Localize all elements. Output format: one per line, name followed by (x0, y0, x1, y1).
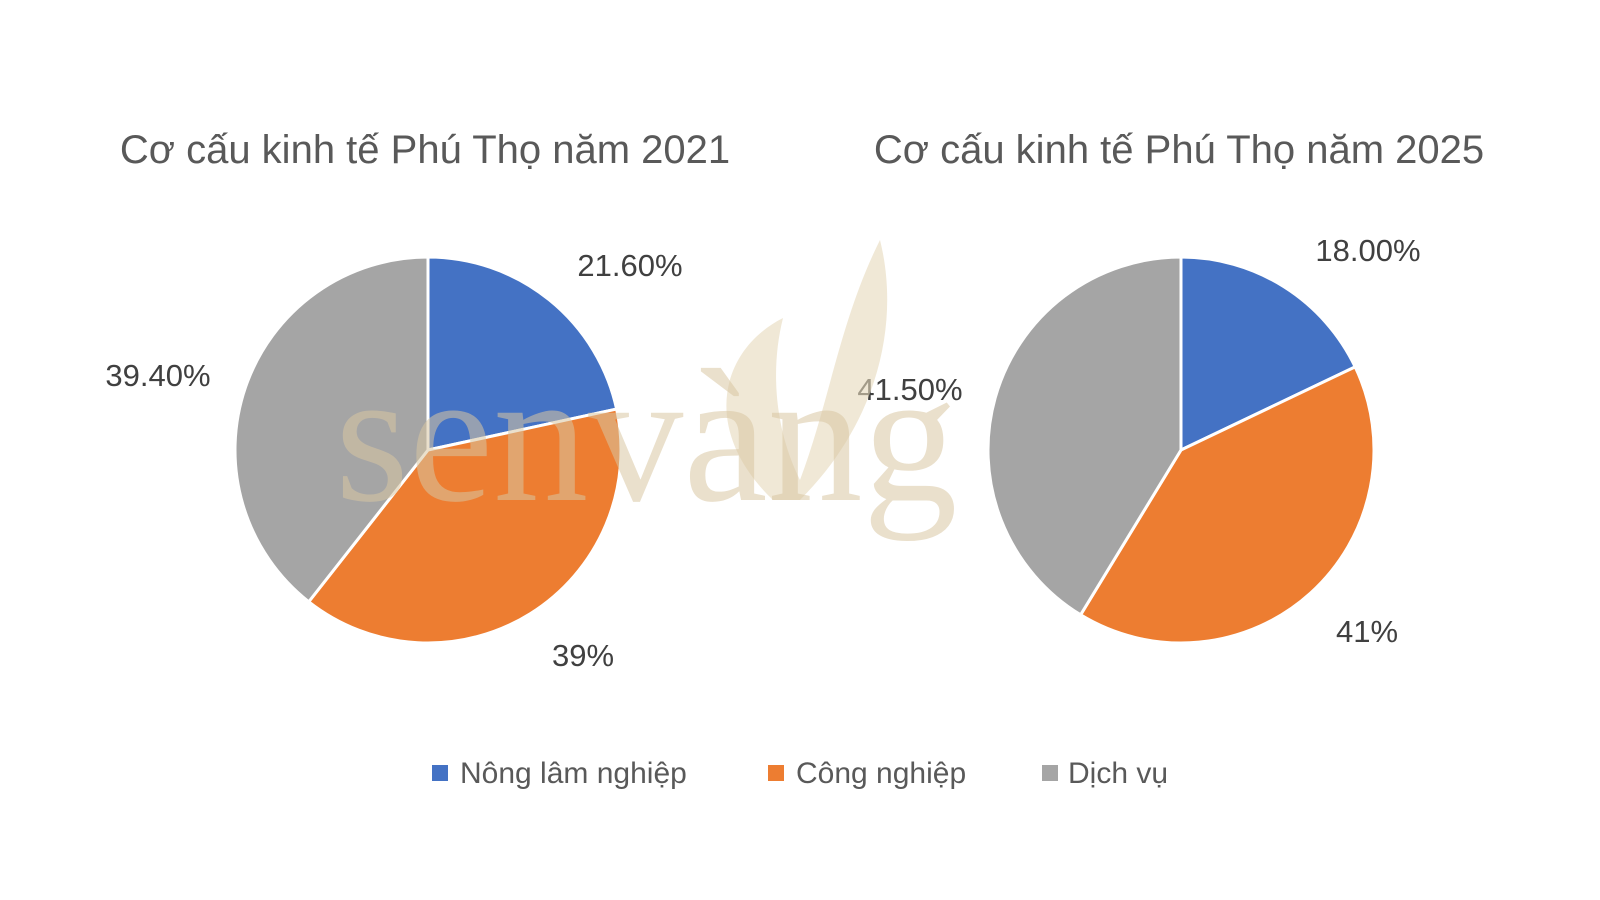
data-labels-2021: 21.60% 39% 39.40% (105, 248, 682, 673)
legend-label-dich-vu: Dịch vụ (1068, 757, 1168, 790)
pie-slice-2025-dich-vu (986, 255, 1183, 617)
chart-title-2021: Cơ cấu kinh tế Phú Thọ năm 2021 (120, 128, 730, 172)
legend-swatch-dich-vu (1042, 765, 1058, 781)
pie-slices-2021 (233, 255, 623, 645)
legend-label-nong-lam-nghiep: Nông lâm nghiệp (460, 757, 687, 790)
pie-slice-2021-dich-vu (233, 255, 430, 604)
pie-slice-2021-nong-lam-nghiep (426, 255, 619, 452)
pie-slice-2021-cong-nghiep (306, 407, 623, 645)
data-label-2025-nong-lam-nghiep: 18.00% (1315, 233, 1420, 268)
pie-chart-2025: Cơ cấu kinh tế Phú Thọ năm 2025 18.00% 4… (857, 128, 1484, 649)
legend-swatch-nong-lam-nghiep (432, 765, 448, 781)
data-labels-2025: 18.00% 41% 41.50% (857, 233, 1420, 649)
data-label-2025-cong-nghiep: 41% (1336, 614, 1398, 649)
legend-item-dich-vu: Dịch vụ (1042, 757, 1168, 790)
pie-slice-2025-nong-lam-nghiep (1179, 255, 1358, 453)
chart-title-2025: Cơ cấu kinh tế Phú Thọ năm 2025 (874, 128, 1484, 172)
watermark: senvàng (335, 240, 958, 542)
pie-chart-2021: Cơ cấu kinh tế Phú Thọ năm 2021 21.60% 3… (105, 128, 730, 673)
legend-swatch-cong-nghiep (768, 765, 784, 781)
watermark-lotus-icon (726, 240, 888, 500)
data-label-2021-nong-lam-nghiep: 21.60% (577, 248, 682, 283)
legend-item-nong-lam-nghiep: Nông lâm nghiệp (432, 757, 687, 790)
legend-label-cong-nghiep: Công nghiệp (796, 757, 966, 790)
pie-slice-2025-cong-nghiep (1078, 364, 1376, 645)
legend: Nông lâm nghiệp Công nghiệp Dịch vụ (432, 757, 1168, 790)
pie-slices-2025 (986, 255, 1376, 645)
data-label-2021-dich-vu: 39.40% (105, 358, 210, 393)
watermark-text: senvàng (335, 332, 958, 542)
legend-item-cong-nghiep: Công nghiệp (768, 757, 966, 790)
data-label-2021-cong-nghiep: 39% (552, 638, 614, 673)
